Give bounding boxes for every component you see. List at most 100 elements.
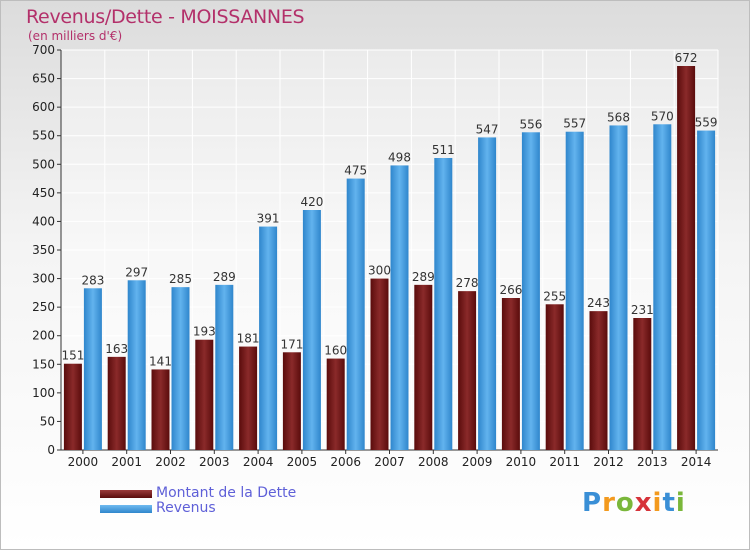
data-label-debt-2014: 672 [675,51,698,65]
y-tick-label: 50 [40,414,55,428]
y-tick-label: 300 [32,272,55,286]
y-tick-label: 700 [32,43,55,57]
data-label-revenus-2012: 568 [607,110,630,124]
data-label-revenus-2013: 570 [651,109,674,123]
x-tick-label: 2010 [506,455,537,469]
legend-swatch-debt [100,490,152,498]
legend-label-revenus: Revenus [156,500,216,516]
x-tick-label: 2013 [637,455,668,469]
bar-revenus-2012 [609,125,628,450]
y-tick-label: 0 [47,443,55,457]
data-label-debt-2011: 255 [543,289,566,303]
bar-debt-2008 [414,284,433,450]
y-tick-label: 350 [32,243,55,257]
bar-revenus-2004 [259,226,278,450]
bar-debt-2012 [589,311,608,450]
data-label-debt-2008: 289 [412,270,435,284]
bar-revenus-2006 [346,178,365,451]
y-tick-label: 250 [32,300,55,314]
bar-revenus-2009 [478,137,497,450]
bar-revenus-2005 [302,210,321,450]
data-label-debt-2013: 231 [631,303,654,317]
proxiti-logo: Proxiti [582,488,686,518]
bar-debt-2010 [501,298,520,450]
data-label-revenus-2010: 556 [519,117,542,131]
bar-revenus-2003 [215,284,234,450]
data-label-debt-2003: 193 [193,325,216,339]
bar-debt-2007 [370,278,389,450]
bar-debt-2001 [107,356,126,450]
x-tick-label: 2008 [418,455,449,469]
x-tick-label: 2014 [681,455,712,469]
legend-label-debt: Montant de la Dette [156,485,297,501]
y-tick-label: 100 [32,386,55,400]
bar-revenus-2007 [390,165,409,450]
bar-revenus-2013 [653,124,672,451]
y-tick-label: 500 [32,157,55,171]
x-tick-label: 2006 [330,455,361,469]
x-tick-label: 2003 [199,455,230,469]
data-label-revenus-2009: 547 [476,122,499,136]
data-label-revenus-2004: 391 [257,212,280,226]
bar-revenus-2011 [565,131,584,450]
data-label-debt-2009: 278 [456,276,479,290]
data-label-debt-2002: 141 [149,354,172,368]
x-tick-label: 2000 [68,455,99,469]
x-tick-label: 2011 [549,455,580,469]
y-tick-label: 550 [32,129,55,143]
bar-debt-2003 [195,339,214,450]
bar-debt-2009 [458,291,477,450]
bar-revenus-2002 [171,287,190,450]
data-label-debt-2006: 160 [324,344,347,358]
data-label-debt-2012: 243 [587,296,610,310]
data-label-debt-2000: 151 [61,349,84,363]
y-tick-label: 200 [32,329,55,343]
data-label-debt-2005: 171 [280,337,303,351]
data-label-debt-2004: 181 [237,332,260,346]
x-tick-label: 2002 [155,455,186,469]
data-label-debt-2010: 266 [499,283,522,297]
legend-item-revenus: Revenus [100,500,420,517]
bar-debt-2013 [633,318,652,450]
bar-revenus-2008 [434,158,453,450]
y-tick-label: 400 [32,214,55,228]
data-label-revenus-2005: 420 [300,195,323,209]
bar-debt-2005 [282,352,301,450]
data-label-revenus-2002: 285 [169,272,192,286]
data-label-revenus-2011: 557 [563,117,586,131]
bar-revenus-2010 [521,132,540,451]
y-tick-label: 600 [32,100,55,114]
bar-debt-2014 [677,66,696,450]
data-label-revenus-2014: 559 [695,116,718,130]
bar-revenus-2000 [83,288,102,450]
bar-debt-2006 [326,358,345,450]
bar-revenus-2014 [697,130,716,451]
x-tick-label: 2005 [287,455,318,469]
bar-debt-2011 [545,304,564,450]
y-tick-label: 150 [32,357,55,371]
x-tick-label: 2009 [462,455,493,469]
x-tick-label: 2012 [593,455,624,469]
data-label-revenus-2003: 289 [213,270,236,284]
chart-title: Revenus/Dette - MOISSANNES [26,6,305,28]
chart-subtitle: (en milliers d'€) [28,29,123,43]
bar-debt-2002 [151,369,170,450]
data-label-revenus-2000: 283 [81,273,104,287]
legend-item-debt: Montant de la Dette [100,485,420,502]
bar-debt-2004 [239,346,258,450]
y-tick-label: 450 [32,186,55,200]
bar-debt-2000 [63,363,82,450]
x-tick-label: 2004 [243,455,274,469]
data-label-debt-2007: 300 [368,264,391,278]
data-label-revenus-2006: 475 [344,164,367,178]
x-tick-label: 2001 [111,455,142,469]
data-label-revenus-2008: 511 [432,143,455,157]
y-tick-label: 650 [32,72,55,86]
legend-swatch-revenus [100,505,152,513]
data-label-revenus-2001: 297 [125,265,148,279]
data-label-debt-2001: 163 [105,342,128,356]
bar-revenus-2001 [127,280,146,450]
data-label-revenus-2007: 498 [388,150,411,164]
x-tick-label: 2007 [374,455,405,469]
